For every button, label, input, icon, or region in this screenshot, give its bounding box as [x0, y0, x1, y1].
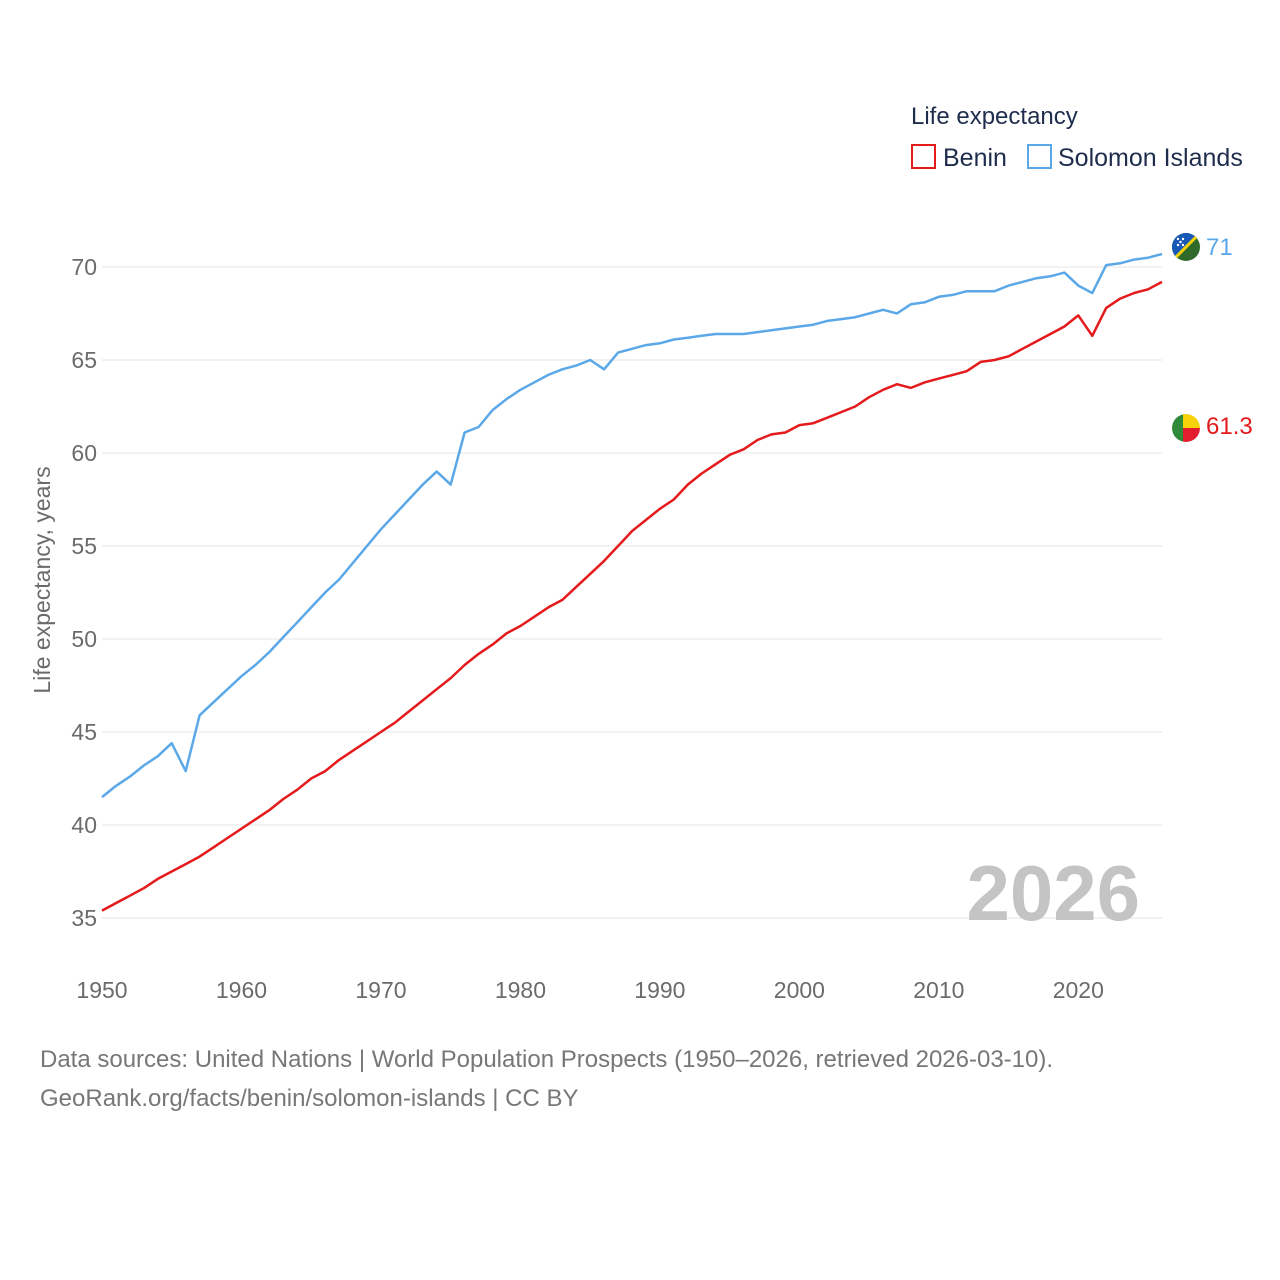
y-tick-label: 35	[71, 905, 97, 931]
y-tick-label: 50	[71, 626, 97, 652]
y-tick-label: 70	[71, 254, 97, 280]
benin-end-value: 61.3	[1206, 413, 1253, 440]
legend: Life expectancy Benin Solomon Islands	[911, 103, 1243, 172]
x-axis-ticks: 1950 1960 1970 1980 1990 2000 2010 2020	[76, 977, 1103, 1003]
legend-label-benin: Benin	[943, 144, 1007, 172]
series-line-benin	[101, 280, 1163, 912]
gridlines	[102, 266, 1162, 919]
x-tick-label: 2000	[774, 977, 825, 1003]
legend-swatch-benin	[911, 144, 936, 169]
x-tick-label: 1960	[216, 977, 267, 1003]
credit-link[interactable]: GeoRank.org/facts/benin/solomon-islands …	[40, 1085, 579, 1112]
solomon-islands-end-value: 71	[1206, 234, 1233, 261]
x-tick-label: 1950	[76, 977, 127, 1003]
y-tick-label: 60	[71, 440, 97, 466]
legend-label-solomon-islands: Solomon Islands	[1058, 144, 1243, 172]
y-tick-label: 40	[71, 812, 97, 838]
x-tick-label: 2010	[913, 977, 964, 1003]
y-axis-ticks: 35 40 45 50 55 60 65 70	[71, 254, 97, 931]
x-tick-label: 1990	[634, 977, 685, 1003]
y-tick-label: 55	[71, 533, 97, 559]
y-tick-label: 45	[71, 719, 97, 745]
legend-item-benin[interactable]: Benin	[911, 144, 1007, 172]
legend-swatch-solomon-islands	[1027, 144, 1052, 169]
x-tick-label: 1980	[495, 977, 546, 1003]
data-sources-note: Data sources: United Nations | World Pop…	[40, 1046, 1054, 1073]
series-lines	[101, 252, 1163, 912]
legend-item-solomon-islands[interactable]: Solomon Islands	[1027, 144, 1243, 172]
solomon-islands-flag-icon	[1172, 233, 1200, 261]
benin-flag-icon	[1172, 414, 1200, 442]
x-tick-label: 2020	[1053, 977, 1104, 1003]
legend-title: Life expectancy	[911, 103, 1078, 130]
x-tick-label: 1970	[355, 977, 406, 1003]
current-year-label: 2026	[966, 849, 1140, 937]
y-axis-title: Life expectancy, years	[29, 466, 55, 693]
series-line-solomon-islands	[101, 252, 1163, 799]
y-tick-label: 65	[71, 347, 97, 373]
